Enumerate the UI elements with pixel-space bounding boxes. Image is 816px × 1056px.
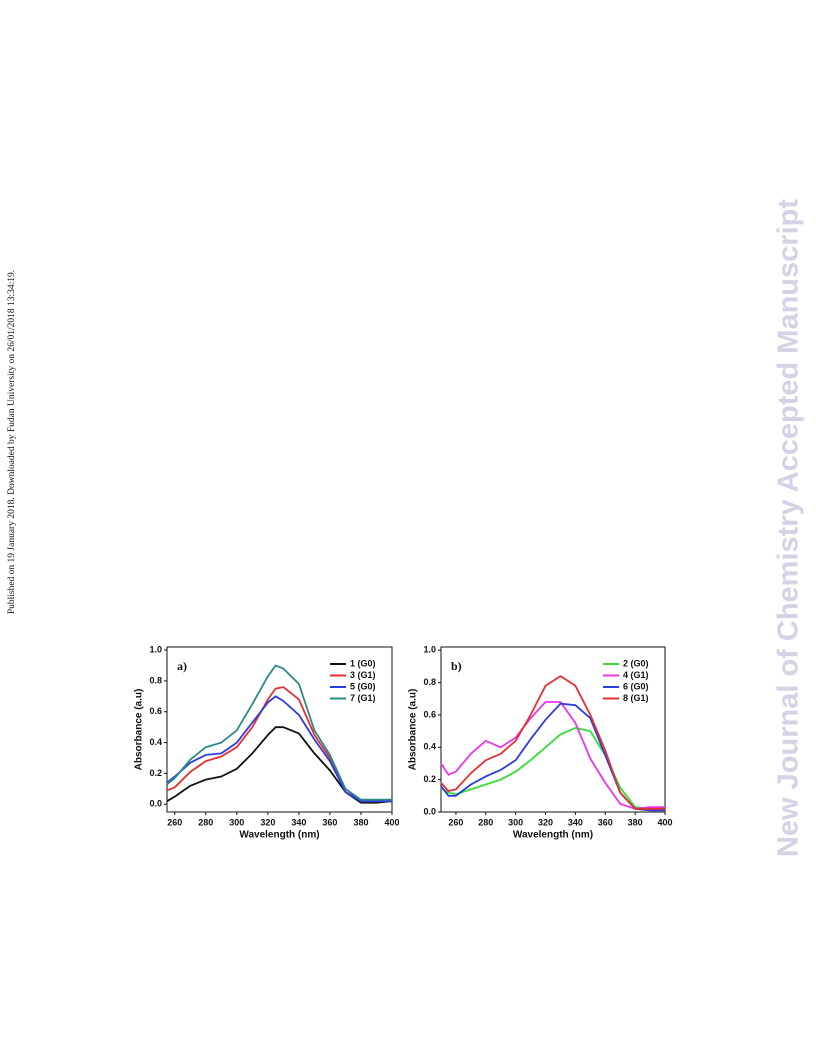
x-tick-label: 360: [322, 817, 337, 827]
y-tick-label: 1.0: [423, 645, 436, 655]
data-line: [440, 675, 665, 810]
x-tick-label: 300: [508, 817, 523, 827]
y-axis-label: Absorbance (a.u): [408, 689, 419, 771]
x-tick-label: 280: [478, 817, 493, 827]
panel-label: a): [177, 659, 187, 673]
y-tick-label: 0.2: [149, 768, 162, 778]
legend-label: 1 (G0): [350, 658, 376, 668]
x-tick-label: 340: [291, 817, 306, 827]
plot-frame: [440, 646, 666, 813]
y-tick-label: 0.6: [423, 709, 436, 719]
y-tick-label: 0.2: [423, 774, 436, 784]
x-tick-label: 400: [657, 817, 672, 827]
legend-label: 2 (G0): [623, 658, 649, 668]
data-line: [166, 686, 392, 803]
legend-label: 4 (G1): [623, 670, 649, 680]
x-tick-label: 360: [598, 817, 613, 827]
x-tick-label: 260: [448, 817, 463, 827]
legend-label: 7 (G1): [350, 693, 376, 703]
x-axis-label: Wavelength (nm): [239, 830, 319, 841]
y-tick-label: 0.6: [149, 706, 162, 716]
y-tick-label: 0.8: [423, 677, 436, 687]
y-axis-label: Absorbance (a.u): [134, 689, 145, 771]
y-tick-label: 0.4: [149, 737, 162, 747]
x-tick-label: 280: [198, 817, 213, 827]
x-tick-label: 320: [538, 817, 553, 827]
x-tick-label: 320: [260, 817, 275, 827]
watermark: New Journal of Chemistry Accepted Manusc…: [773, 199, 805, 857]
y-tick-label: 0.4: [423, 742, 436, 752]
legend-label: 5 (G0): [350, 681, 376, 691]
x-axis-label: Wavelength (nm): [513, 830, 593, 841]
data-line: [166, 695, 392, 803]
data-line: [166, 664, 392, 801]
y-tick-label: 0.8: [149, 675, 162, 685]
data-line: [440, 701, 665, 810]
y-tick-label: 0.0: [423, 806, 436, 816]
y-tick-label: 0.0: [149, 799, 162, 809]
x-tick-label: 380: [628, 817, 643, 827]
x-tick-label: 260: [167, 817, 182, 827]
legend-label: 8 (G1): [623, 693, 649, 703]
x-tick-label: 300: [229, 817, 244, 827]
legend-label: 6 (G0): [623, 681, 649, 691]
data-line: [440, 702, 665, 812]
panel-label: b): [451, 659, 462, 673]
y-tick-label: 1.0: [149, 644, 162, 654]
x-tick-label: 380: [353, 817, 368, 827]
data-line: [440, 727, 665, 810]
x-tick-label: 400: [384, 817, 399, 827]
plot-frame: [166, 646, 393, 813]
legend-label: 3 (G1): [350, 670, 376, 680]
side-note: Published on 19 January 2018. Downloaded…: [7, 270, 17, 614]
x-tick-label: 340: [568, 817, 583, 827]
